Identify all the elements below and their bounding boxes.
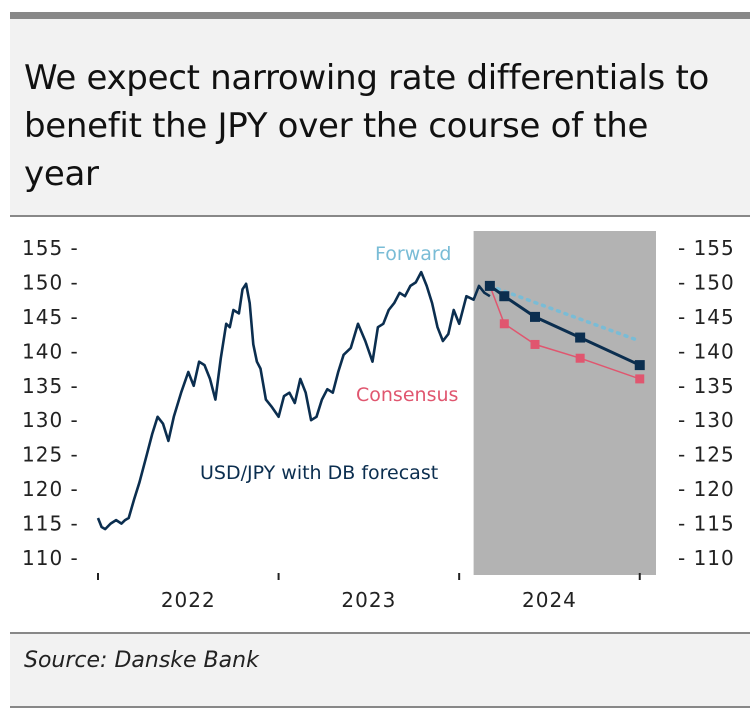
y-tick-label-right: - 135 xyxy=(678,374,735,398)
y-tick-label-right: - 115 xyxy=(678,512,735,536)
usdjpy-forecast-label: USD/JPY with DB forecast xyxy=(200,462,438,484)
y-tick-label-left: 130 - xyxy=(22,408,79,432)
db-forecast-point xyxy=(530,311,541,322)
consensus-point xyxy=(575,353,585,363)
x-tick-label: 2022 xyxy=(161,588,216,612)
y-tick-label-right: - 130 xyxy=(678,408,735,432)
y-tick-label-right: - 120 xyxy=(678,477,735,501)
divider-bottom xyxy=(10,632,750,634)
y-tick-label-right: - 150 xyxy=(678,270,735,294)
y-tick-label-right: - 110 xyxy=(678,546,735,570)
y-tick-label-left: 155 - xyxy=(22,236,79,260)
db-forecast-point xyxy=(634,360,645,371)
db-forecast-point xyxy=(575,332,586,343)
usdjpy-history-line xyxy=(96,270,491,531)
footer-panel xyxy=(10,634,750,706)
line-chart: 155 - - 155 150 - - 150 145 - - 145 140 - - 140… xyxy=(22,231,735,612)
consensus-point xyxy=(635,374,645,384)
annotation-group: Forward Consensus USD/JPY with DB foreca… xyxy=(200,243,458,484)
y-tick-label-right: - 140 xyxy=(678,339,735,363)
chart-area: 155 - - 155 150 - - 150 145 - - 145 140 - - 140… xyxy=(10,218,750,632)
y-tick-label-right: - 155 xyxy=(678,236,735,260)
db-forecast-point xyxy=(499,291,510,302)
y-tick-label-left: 120 - xyxy=(22,477,79,501)
bottom-rule xyxy=(10,706,750,708)
forecast-shaded-region xyxy=(473,231,656,575)
y-tick-label-left: 110 - xyxy=(22,546,79,570)
series-group xyxy=(96,270,645,531)
chart-title: We expect narrowing rate differentials t… xyxy=(24,58,709,194)
consensus-point xyxy=(530,339,540,349)
x-tick-label: 2024 xyxy=(522,588,577,612)
consensus-point xyxy=(499,319,509,329)
y-tick-label-left: 125 - xyxy=(22,443,79,467)
y-tick-label-left: 135 - xyxy=(22,374,79,398)
y-tick-label-left: 140 - xyxy=(22,339,79,363)
consensus-label: Consensus xyxy=(356,384,458,406)
source-note: Source: Danske Bank xyxy=(24,648,259,673)
top-rule xyxy=(10,12,750,19)
axes-group: 155 - - 155 150 - - 150 145 - - 145 140 - - 140… xyxy=(22,236,735,612)
header-panel xyxy=(10,19,750,215)
db-forecast-point xyxy=(484,280,495,291)
forward-label: Forward xyxy=(375,243,451,265)
y-tick-label-left: 115 - xyxy=(22,512,79,536)
forward-line xyxy=(488,284,642,343)
y-tick-label-right: - 125 xyxy=(678,443,735,467)
y-tick-label-left: 150 - xyxy=(22,270,79,294)
forecast-shading-group xyxy=(473,231,656,575)
divider-top xyxy=(10,215,750,217)
y-tick-label-right: - 145 xyxy=(678,305,735,329)
y-tick-label-left: 145 - xyxy=(22,305,79,329)
x-tick-label: 2023 xyxy=(341,588,396,612)
